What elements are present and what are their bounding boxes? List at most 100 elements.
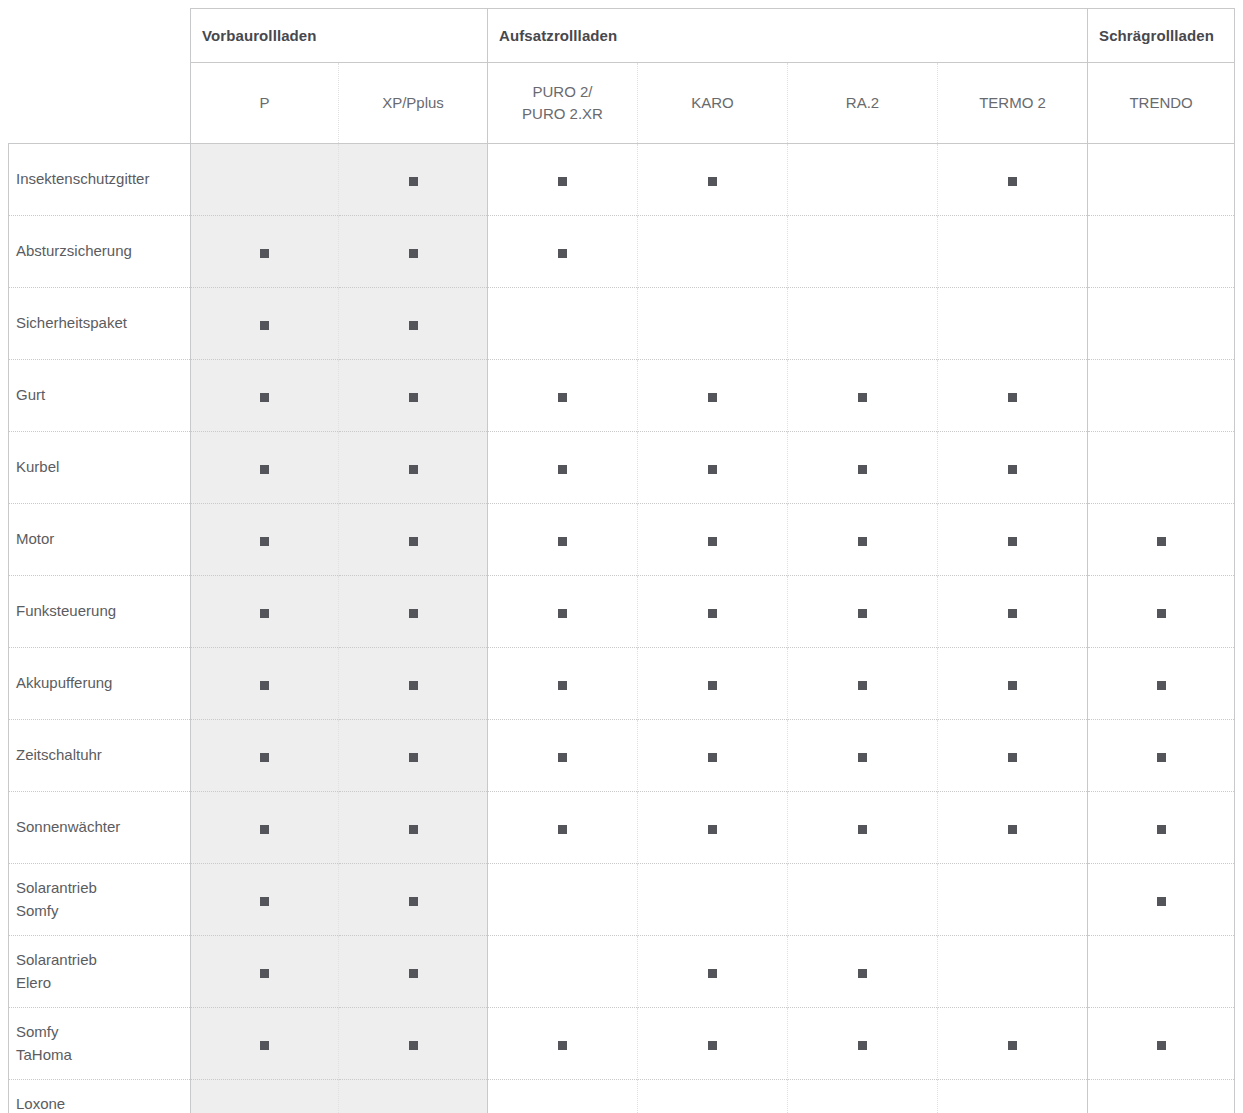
filled-square-icon [858, 609, 867, 618]
availability-cell [638, 1080, 788, 1113]
availability-cell [788, 864, 938, 936]
availability-cell [191, 288, 339, 360]
filled-square-icon [409, 393, 418, 402]
filled-square-icon [858, 537, 867, 546]
availability-cell [638, 216, 788, 288]
group-header-vorbaurollladen: Vorbaurollladen [191, 9, 488, 63]
filled-square-icon [409, 681, 418, 690]
filled-square-icon [409, 825, 418, 834]
availability-cell [638, 864, 788, 936]
availability-cell [1088, 720, 1235, 792]
availability-cell [488, 144, 638, 216]
feature-comparison-table: Vorbaurollladen Aufsatzrollladen Schrägr… [8, 8, 1235, 1113]
filled-square-icon [558, 393, 567, 402]
availability-cell [191, 504, 339, 576]
availability-cell [788, 576, 938, 648]
availability-cell [339, 1080, 488, 1113]
availability-cell [788, 288, 938, 360]
filled-square-icon [1157, 609, 1166, 618]
availability-cell [938, 936, 1088, 1008]
availability-cell [1088, 288, 1235, 360]
feature-label: Solarantrieb Somfy [9, 864, 191, 936]
availability-cell [938, 792, 1088, 864]
filled-square-icon [708, 177, 717, 186]
model-header-puro-2: PURO 2/ PURO 2.XR [488, 63, 638, 144]
availability-cell [339, 720, 488, 792]
filled-square-icon [409, 465, 418, 474]
filled-square-icon [1008, 1041, 1017, 1050]
availability-cell [788, 792, 938, 864]
availability-cell [1088, 864, 1235, 936]
filled-square-icon [858, 393, 867, 402]
filled-square-icon [409, 177, 418, 186]
availability-cell [638, 1008, 788, 1080]
feature-label: Somfy TaHoma [9, 1008, 191, 1080]
table-row: Gurt [9, 360, 1235, 432]
availability-cell [339, 504, 488, 576]
availability-cell [1088, 216, 1235, 288]
filled-square-icon [858, 465, 867, 474]
filled-square-icon [1008, 537, 1017, 546]
availability-cell [938, 648, 1088, 720]
availability-cell [1088, 144, 1235, 216]
availability-cell [638, 648, 788, 720]
filled-square-icon [409, 897, 418, 906]
availability-cell [938, 504, 1088, 576]
filled-square-icon [409, 249, 418, 258]
availability-cell [191, 1080, 339, 1113]
table-row: Sonnenwächter [9, 792, 1235, 864]
feature-label: Kurbel [9, 432, 191, 504]
filled-square-icon [708, 393, 717, 402]
corner-cell [9, 9, 191, 63]
filled-square-icon [260, 393, 269, 402]
availability-cell [788, 720, 938, 792]
filled-square-icon [1008, 753, 1017, 762]
availability-cell [488, 288, 638, 360]
filled-square-icon [1008, 609, 1017, 618]
feature-label: Zeitschaltuhr [9, 720, 191, 792]
availability-cell [938, 720, 1088, 792]
filled-square-icon [558, 753, 567, 762]
filled-square-icon [260, 969, 269, 978]
filled-square-icon [558, 177, 567, 186]
availability-cell [191, 1008, 339, 1080]
filled-square-icon [708, 1041, 717, 1050]
availability-cell [488, 936, 638, 1008]
filled-square-icon [858, 969, 867, 978]
availability-cell [191, 936, 339, 1008]
filled-square-icon [558, 681, 567, 690]
availability-cell [339, 360, 488, 432]
table-row: Zeitschaltuhr [9, 720, 1235, 792]
availability-cell [938, 864, 1088, 936]
filled-square-icon [708, 825, 717, 834]
filled-square-icon [558, 1041, 567, 1050]
feature-label: Gurt [9, 360, 191, 432]
model-header-row: P XP/Pplus PURO 2/ PURO 2.XR KARO RA.2 T… [9, 63, 1235, 144]
model-header-ra-2: RA.2 [788, 63, 938, 144]
feature-label: Sonnenwächter [9, 792, 191, 864]
feature-label: Akkupufferung [9, 648, 191, 720]
filled-square-icon [409, 1041, 418, 1050]
filled-square-icon [1008, 177, 1017, 186]
availability-cell [191, 360, 339, 432]
model-header-xp-pplus: XP/Pplus [339, 63, 488, 144]
availability-cell [788, 360, 938, 432]
filled-square-icon [708, 537, 717, 546]
filled-square-icon [708, 465, 717, 474]
filled-square-icon [260, 825, 269, 834]
model-header-p: P [191, 63, 339, 144]
group-header-aufsatzrollladen: Aufsatzrollladen [488, 9, 1088, 63]
availability-cell [788, 1008, 938, 1080]
availability-cell [339, 216, 488, 288]
filled-square-icon [858, 681, 867, 690]
filled-square-icon [558, 609, 567, 618]
availability-cell [339, 432, 488, 504]
filled-square-icon [1157, 537, 1166, 546]
table-row: Motor [9, 504, 1235, 576]
filled-square-icon [260, 465, 269, 474]
availability-cell [788, 432, 938, 504]
availability-cell [1088, 504, 1235, 576]
table-row: Somfy TaHoma [9, 1008, 1235, 1080]
availability-cell [1088, 1080, 1235, 1113]
filled-square-icon [558, 465, 567, 474]
